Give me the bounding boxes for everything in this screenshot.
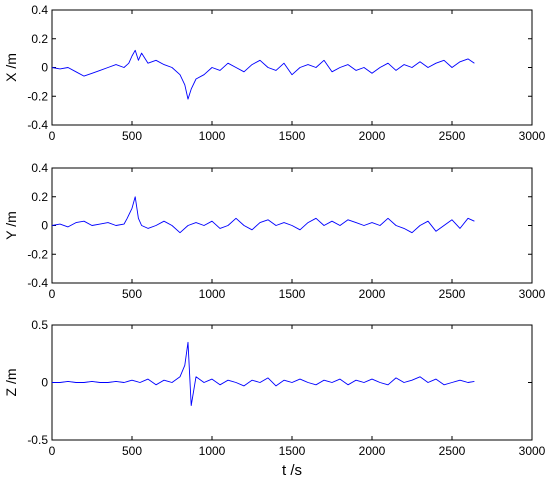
x-tick-label: 1500 xyxy=(279,287,306,301)
x-tick-label: 0 xyxy=(49,444,56,458)
x-tick-label: 3000 xyxy=(519,287,546,301)
y-tick-label: 0 xyxy=(41,219,48,233)
y-tick-label: 0.2 xyxy=(31,32,48,46)
x-tick-label: 2500 xyxy=(439,287,466,301)
x-tick-label: 1000 xyxy=(199,129,226,143)
chart-panel-1: 0 500 1000 1500 2000 2500 3000 0.4 0.2 0 -0.2 -0.4 X… xyxy=(3,3,546,143)
y-tick-label: -0.2 xyxy=(27,247,48,261)
chart-panel-2: 0 500 1000 1500 2000 2500 3000 0.4 0.2 0 -0.2 -0.4 Y… xyxy=(3,161,546,301)
y-tick-label: 0 xyxy=(41,376,48,390)
x-tick-label: 2000 xyxy=(359,287,386,301)
x-tick-label: 0 xyxy=(49,129,56,143)
y-axis-label: Y /m xyxy=(3,211,19,240)
y-tick-label: -0.5 xyxy=(27,433,48,447)
y-tick-label: 0.5 xyxy=(31,318,48,332)
series-line xyxy=(52,341,475,406)
x-tick-label: 2000 xyxy=(359,444,386,458)
x-tick-label: 0 xyxy=(49,287,56,301)
y-tick-label: -0.4 xyxy=(27,118,48,132)
x-tick-label: 500 xyxy=(122,129,142,143)
y-tick-label: -0.4 xyxy=(27,276,48,290)
x-tick-label: 1000 xyxy=(199,444,226,458)
x-tick-label: 2500 xyxy=(439,444,466,458)
x-tick-label: 2000 xyxy=(359,129,386,143)
x-tick-label: 1500 xyxy=(279,129,306,143)
y-tick-label: 0.4 xyxy=(31,3,48,17)
y-tick-label: 0.4 xyxy=(31,161,48,175)
x-tick-label: 1500 xyxy=(279,444,306,458)
y-tick-label: 0 xyxy=(41,61,48,75)
y-axis-label: X /m xyxy=(3,53,19,82)
x-tick-label: 3000 xyxy=(519,129,546,143)
y-tick-label: -0.2 xyxy=(27,89,48,103)
series-line xyxy=(51,49,475,100)
x-tick-label: 500 xyxy=(122,444,142,458)
x-tick-label: 3000 xyxy=(519,444,546,458)
y-tick-label: 0.2 xyxy=(31,190,48,204)
series-line xyxy=(51,196,475,234)
y-axis-label: Z /m xyxy=(3,369,19,397)
x-tick-label: 2500 xyxy=(439,129,466,143)
x-tick-label: 1000 xyxy=(199,287,226,301)
x-axis-label: t /s xyxy=(282,462,302,479)
x-tick-label: 500 xyxy=(122,287,142,301)
